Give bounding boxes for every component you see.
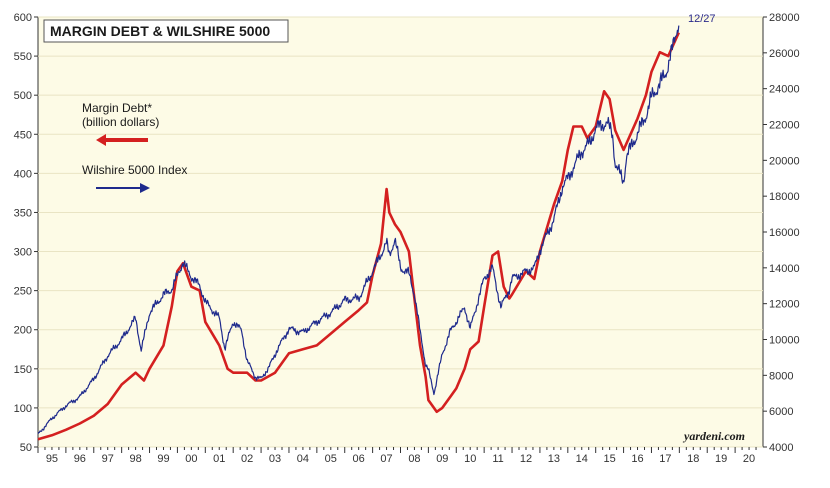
x-tick-label: 96 — [74, 453, 86, 465]
left-tick-label: 150 — [14, 364, 32, 376]
x-tick-label: 95 — [46, 453, 58, 465]
x-tick-label: 11 — [492, 453, 503, 465]
left-tick-label: 250 — [14, 286, 32, 298]
right-tick-label: 20000 — [769, 155, 800, 167]
legend-arrow-left-icon — [96, 134, 148, 146]
x-tick-label: 09 — [436, 453, 448, 465]
x-tick-label: 01 — [213, 453, 225, 465]
x-tick-label: 04 — [297, 453, 309, 465]
left-tick-label: 450 — [14, 129, 32, 141]
left-tick-label: 400 — [14, 168, 32, 180]
right-tick-label: 6000 — [769, 406, 793, 418]
legend-arrow-right-icon — [96, 183, 150, 193]
source-label: yardeni.com — [682, 429, 745, 443]
x-tick-label: 14 — [576, 453, 588, 465]
x-tick-label: 03 — [269, 453, 281, 465]
x-tick-label: 16 — [631, 453, 643, 465]
right-tick-label: 12000 — [769, 299, 800, 311]
x-tick-label: 18 — [687, 453, 699, 465]
legend-label-margin-debt: Margin Debt* — [82, 101, 152, 115]
right-tick-label: 10000 — [769, 335, 800, 347]
left-tick-label: 100 — [14, 403, 32, 415]
margin-debt-series-line — [37, 32, 680, 441]
left-tick-label: 600 — [14, 12, 32, 24]
x-tick-label: 05 — [325, 453, 337, 465]
right-tick-label: 18000 — [769, 191, 800, 203]
right-tick-label: 28000 — [769, 12, 800, 24]
left-tick-label: 200 — [14, 325, 32, 337]
right-tick-label: 8000 — [769, 370, 793, 382]
right-tick-label: 14000 — [769, 263, 800, 275]
right-axis: 4000 6000 8000 10000 12000 14000 16000 18000 200… — [763, 12, 800, 454]
legend-sublabel-margin-debt: (billion dollars) — [82, 115, 159, 129]
right-tick-label: 4000 — [769, 442, 793, 454]
left-tick-label: 500 — [14, 90, 32, 102]
gridlines — [38, 16, 763, 448]
x-tick-label: 06 — [353, 453, 365, 465]
x-tick-label: 02 — [241, 453, 253, 465]
end-date-label: 12/27 — [688, 13, 716, 25]
x-tick-label: 19 — [715, 453, 727, 465]
x-tick-label: 99 — [157, 453, 169, 465]
x-tick-label: 10 — [464, 453, 476, 465]
x-tick-label: 98 — [129, 453, 141, 465]
right-tick-label: 26000 — [769, 48, 800, 60]
series-layer — [37, 25, 680, 441]
left-axis: 50 100 150 200 250 300 350 400 450 500 550 600 — [14, 12, 38, 454]
wilshire-5000-series-line — [37, 25, 680, 434]
x-tick-label: 12 — [520, 453, 532, 465]
x-tick-label: 07 — [380, 453, 392, 465]
x-tick-label: 97 — [102, 453, 114, 465]
x-tick-label: 20 — [743, 453, 755, 465]
right-tick-label: 22000 — [769, 120, 800, 132]
left-tick-label: 550 — [14, 51, 32, 63]
x-tick-label: 15 — [604, 453, 616, 465]
left-tick-label: 350 — [14, 207, 32, 219]
right-tick-label: 16000 — [769, 227, 800, 239]
left-tick-label: 50 — [20, 442, 32, 454]
right-tick-label: 24000 — [769, 84, 800, 96]
x-tick-label: 00 — [185, 453, 197, 465]
legend-label-wilshire: Wilshire 5000 Index — [82, 163, 187, 177]
left-tick-label: 300 — [14, 247, 32, 259]
chart-title: MARGIN DEBT & WILSHIRE 5000 — [50, 23, 270, 39]
x-tick-label: 08 — [408, 453, 420, 465]
x-tick-label: 17 — [659, 453, 671, 465]
x-tick-label: 13 — [548, 453, 560, 465]
title-box — [43, 19, 289, 43]
x-axis: 95 96 97 98 99 00 01 02 03 04 05 06 07 08 09 10 11 12 13 14… — [37, 447, 757, 465]
